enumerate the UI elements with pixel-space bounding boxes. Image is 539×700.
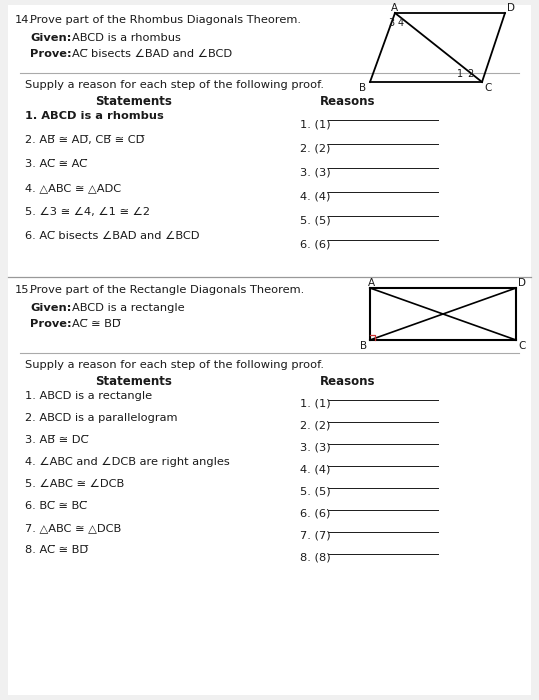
Text: 5. ∠3 ≅ ∠4, ∠1 ≅ ∠2: 5. ∠3 ≅ ∠4, ∠1 ≅ ∠2: [25, 207, 150, 217]
Text: 1. (1): 1. (1): [300, 399, 330, 409]
Text: 8. (8): 8. (8): [300, 553, 330, 563]
Text: 5. (5): 5. (5): [300, 486, 330, 497]
Text: 3: 3: [388, 18, 394, 28]
Text: Prove:: Prove:: [30, 319, 72, 329]
Text: D: D: [518, 278, 526, 288]
Text: 4. (4): 4. (4): [300, 191, 330, 202]
Text: Prove part of the Rhombus Diagonals Theorem.: Prove part of the Rhombus Diagonals Theo…: [30, 15, 301, 25]
Text: Statements: Statements: [95, 375, 172, 388]
Text: Given:: Given:: [30, 33, 71, 43]
Text: 3. AB̅ ≅ DC̅: 3. AB̅ ≅ DC̅: [25, 435, 88, 445]
Text: Prove part of the Rectangle Diagonals Theorem.: Prove part of the Rectangle Diagonals Th…: [30, 285, 304, 295]
Text: 8. AC̅ ≅ BD̅: 8. AC̅ ≅ BD̅: [25, 545, 88, 555]
Text: 7. (7): 7. (7): [300, 531, 330, 540]
Text: C: C: [484, 83, 492, 93]
Text: 2. AB̅ ≅ AD̅, CB̅ ≅ CD̅: 2. AB̅ ≅ AD̅, CB̅ ≅ CD̅: [25, 135, 144, 145]
Text: Reasons: Reasons: [320, 375, 376, 388]
Text: 6. AC̅ bisects ∠BAD and ∠BCD: 6. AC̅ bisects ∠BAD and ∠BCD: [25, 231, 199, 241]
Text: B: B: [359, 83, 366, 93]
Text: 3. (3): 3. (3): [300, 167, 330, 177]
Text: Given:: Given:: [30, 303, 71, 313]
Text: 1: 1: [457, 69, 463, 79]
Text: D: D: [507, 3, 515, 13]
Text: Prove:: Prove:: [30, 49, 72, 59]
Text: 6. BC̅ ≅ BC̅: 6. BC̅ ≅ BC̅: [25, 501, 87, 511]
Text: 2: 2: [467, 69, 473, 79]
Text: A: A: [368, 278, 375, 288]
Text: AC̅ bisects ∠BAD and ∠BCD: AC̅ bisects ∠BAD and ∠BCD: [72, 49, 232, 59]
Text: 6. (6): 6. (6): [300, 509, 330, 519]
Text: 4: 4: [398, 18, 404, 28]
Text: 3. (3): 3. (3): [300, 442, 330, 453]
Text: 6. (6): 6. (6): [300, 239, 330, 249]
Text: 2. (2): 2. (2): [300, 144, 330, 153]
Text: 5. (5): 5. (5): [300, 216, 330, 225]
Text: 2. (2): 2. (2): [300, 421, 330, 430]
Text: AC̅ ≅ BD̅: AC̅ ≅ BD̅: [72, 319, 121, 329]
Text: ABCD is a rhombus: ABCD is a rhombus: [72, 33, 181, 43]
Text: 1. (1): 1. (1): [300, 120, 330, 130]
Text: 1. ABCD is a rhombus: 1. ABCD is a rhombus: [25, 111, 164, 121]
Text: 4. △ABC ≅ △ADC: 4. △ABC ≅ △ADC: [25, 183, 121, 193]
Text: B: B: [360, 341, 367, 351]
Text: Reasons: Reasons: [320, 95, 376, 108]
Text: A: A: [391, 3, 398, 13]
Text: 14.: 14.: [15, 15, 33, 25]
Text: 5. ∠ABC ≅ ∠DCB: 5. ∠ABC ≅ ∠DCB: [25, 479, 125, 489]
Text: Supply a reason for each step of the following proof.: Supply a reason for each step of the fol…: [25, 80, 324, 90]
Text: 2. ABCD is a parallelogram: 2. ABCD is a parallelogram: [25, 413, 177, 423]
Text: 7. △ABC ≅ △DCB: 7. △ABC ≅ △DCB: [25, 523, 121, 533]
Text: 15.: 15.: [15, 285, 33, 295]
Text: 1. ABCD is a rectangle: 1. ABCD is a rectangle: [25, 391, 152, 401]
Text: C: C: [518, 341, 526, 351]
Text: ABCD is a rectangle: ABCD is a rectangle: [72, 303, 185, 313]
Text: Supply a reason for each step of the following proof.: Supply a reason for each step of the fol…: [25, 360, 324, 370]
Text: 3. AC̅ ≅ AC̅: 3. AC̅ ≅ AC̅: [25, 159, 87, 169]
Text: 4. ∠ABC and ∠DCB are right angles: 4. ∠ABC and ∠DCB are right angles: [25, 457, 230, 467]
Text: 4. (4): 4. (4): [300, 465, 330, 475]
Text: Statements: Statements: [95, 95, 172, 108]
